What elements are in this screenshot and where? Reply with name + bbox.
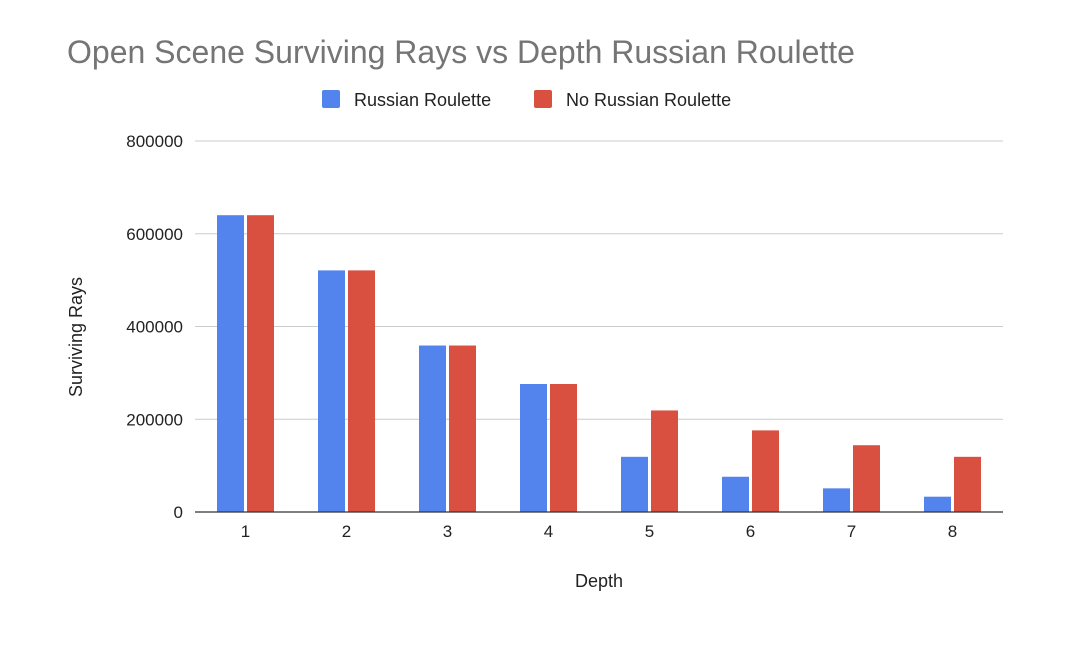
y-tick-label: 800000 bbox=[126, 132, 183, 151]
y-tick-label: 400000 bbox=[126, 318, 183, 337]
x-tick-label: 5 bbox=[645, 522, 654, 541]
y-tick-label: 0 bbox=[174, 503, 183, 522]
gridlines bbox=[195, 140, 1003, 420]
x-axis-ticks: 1 2 3 4 5 6 7 8 bbox=[241, 522, 957, 541]
bars bbox=[217, 215, 981, 512]
bar-no-russian-roulette bbox=[449, 345, 476, 512]
y-axis-label: Surviving Rays bbox=[66, 277, 86, 397]
bar-russian-roulette bbox=[924, 496, 951, 512]
legend-label-no-russian-roulette: No Russian Roulette bbox=[566, 90, 731, 110]
y-tick-label: 200000 bbox=[126, 410, 183, 429]
bar-no-russian-roulette bbox=[247, 215, 274, 512]
legend: Russian Roulette No Russian Roulette bbox=[322, 90, 731, 110]
chart-title: Open Scene Surviving Rays vs Depth Russi… bbox=[67, 34, 855, 70]
bar-no-russian-roulette bbox=[752, 430, 779, 512]
bar-russian-roulette bbox=[318, 270, 345, 512]
bar-russian-roulette bbox=[621, 456, 648, 512]
x-tick-label: 1 bbox=[241, 522, 250, 541]
x-tick-label: 6 bbox=[746, 522, 755, 541]
bar-no-russian-roulette bbox=[550, 384, 577, 512]
bar-no-russian-roulette bbox=[651, 410, 678, 512]
bar-russian-roulette bbox=[217, 215, 244, 512]
bar-russian-roulette bbox=[520, 384, 547, 512]
y-tick-label: 600000 bbox=[126, 225, 183, 244]
y-axis-ticks: 0 200000 400000 600000 800000 bbox=[126, 132, 183, 522]
bar-russian-roulette bbox=[823, 488, 850, 512]
x-tick-label: 7 bbox=[847, 522, 856, 541]
bar-russian-roulette bbox=[419, 345, 446, 512]
legend-swatch-russian-roulette bbox=[322, 90, 340, 108]
x-tick-label: 8 bbox=[948, 522, 957, 541]
bar-no-russian-roulette bbox=[954, 456, 981, 512]
x-tick-label: 2 bbox=[342, 522, 351, 541]
bar-no-russian-roulette bbox=[853, 445, 880, 512]
bar-no-russian-roulette bbox=[348, 270, 375, 512]
legend-label-russian-roulette: Russian Roulette bbox=[354, 90, 491, 110]
x-tick-label: 4 bbox=[544, 522, 553, 541]
x-axis-label: Depth bbox=[575, 571, 623, 591]
bar-russian-roulette bbox=[722, 476, 749, 512]
legend-swatch-no-russian-roulette bbox=[534, 90, 552, 108]
x-tick-label: 3 bbox=[443, 522, 452, 541]
